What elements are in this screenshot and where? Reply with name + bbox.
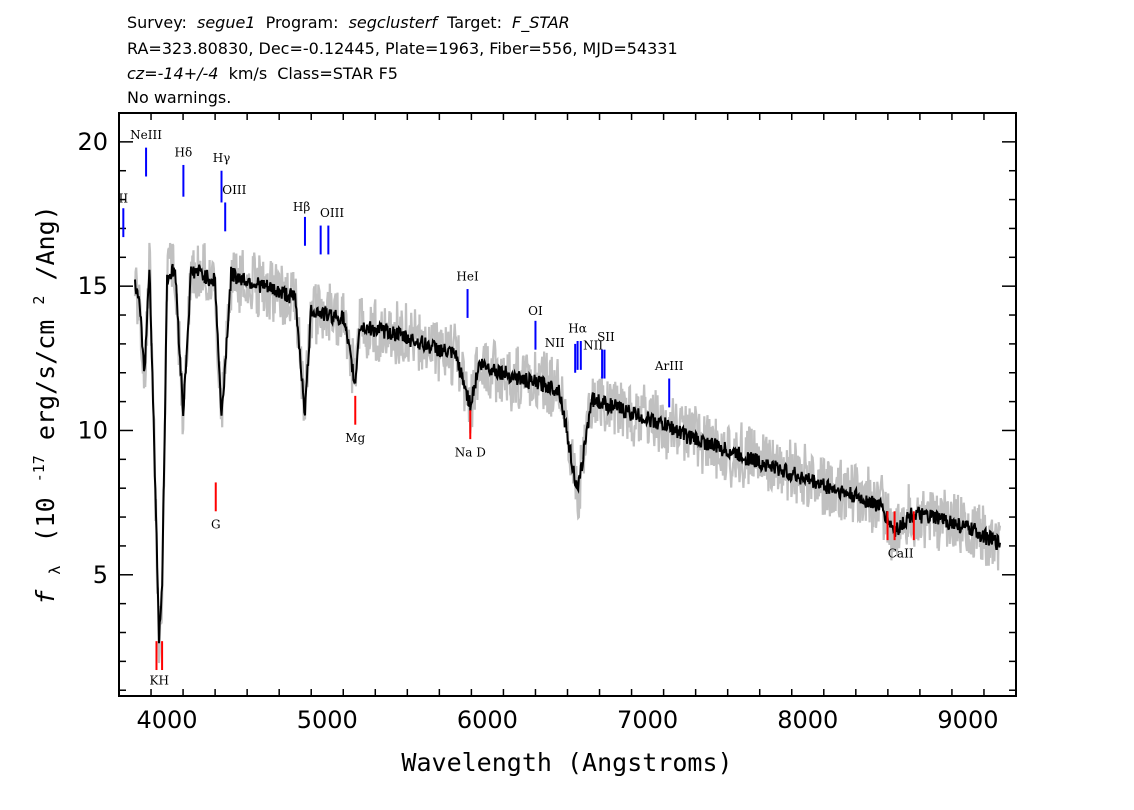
y-title-exp: -17 bbox=[30, 455, 48, 482]
target-value: F_STAR bbox=[512, 13, 570, 33]
spectral-line-label: ArIII bbox=[654, 359, 684, 373]
spectral-line-label: CaII bbox=[888, 546, 914, 560]
header-line-2: RA=323.80830, Dec=-0.12445, Plate=1963, … bbox=[127, 39, 678, 58]
y-title-pre: (10 bbox=[31, 497, 60, 542]
x-tick-labels: 4000 5000 6000 7000 8000 9000 bbox=[137, 706, 999, 734]
y-tick-label: 20 bbox=[77, 128, 108, 156]
spectral-line-label: Hα bbox=[568, 321, 587, 335]
absorption-line-markers bbox=[155, 395, 915, 671]
redshift-unit: km/s bbox=[229, 64, 268, 83]
x-tick-label: 9000 bbox=[937, 706, 998, 734]
plot-frame bbox=[118, 112, 1017, 697]
class-value: Class=STAR F5 bbox=[277, 64, 398, 83]
spectral-line-label: OI bbox=[528, 304, 543, 318]
spectral-line-label: SII bbox=[597, 330, 615, 344]
x-tick-label: 4000 bbox=[137, 706, 198, 734]
survey-value: segue1 bbox=[197, 13, 256, 32]
spectral-line-label: Hβ bbox=[293, 200, 310, 214]
header-line-3: cz=-14+/-4 km/s Class=STAR F5 bbox=[127, 64, 398, 83]
spectral-line-label: Hγ bbox=[213, 151, 231, 165]
spectral-line-label: OIII bbox=[320, 206, 344, 220]
emission-line-markers bbox=[122, 147, 671, 408]
spectral-line-label: NeIII bbox=[130, 128, 162, 142]
spectral-line-label: Mg bbox=[345, 431, 365, 445]
y-title-exp2: 2 bbox=[30, 296, 48, 305]
x-tick-label: 8000 bbox=[777, 706, 838, 734]
target-key: Target: bbox=[446, 13, 502, 32]
spectral-line-label: OIII bbox=[222, 183, 246, 197]
x-axis-title: Wavelength (Angstroms) bbox=[401, 748, 732, 777]
header-line-4: No warnings. bbox=[127, 88, 231, 107]
survey-key: Survey: bbox=[127, 13, 187, 32]
flux-series bbox=[134, 263, 1001, 644]
program-value: segclusterf bbox=[349, 13, 440, 32]
spectral-line-label: II bbox=[119, 191, 129, 205]
spectral-line-label: NII bbox=[583, 339, 603, 353]
error-band-path bbox=[133, 242, 1002, 664]
spectral-line-label: KH bbox=[149, 673, 168, 687]
error-band bbox=[133, 242, 1002, 664]
x-tick-label: 6000 bbox=[457, 706, 518, 734]
axis-ticks bbox=[118, 112, 1017, 696]
flux-path bbox=[134, 263, 1001, 644]
spectrum-header: Survey: segue1 Program: segclusterf Targ… bbox=[127, 13, 678, 107]
x-tick-label: 7000 bbox=[617, 706, 678, 734]
spectral-line-label: Na D bbox=[455, 445, 486, 459]
spectral-line-label: HeI bbox=[456, 269, 479, 283]
redshift-value: cz=-14+/-4 bbox=[127, 64, 218, 83]
y-title-symbol: f bbox=[31, 589, 60, 605]
y-tick-label: 5 bbox=[93, 561, 108, 589]
y-title-sub: λ bbox=[46, 566, 64, 575]
x-tick-label: 5000 bbox=[297, 706, 358, 734]
y-title-post: /Ang) bbox=[31, 205, 60, 280]
y-tick-label: 10 bbox=[77, 416, 108, 444]
spectral-line-label: Hδ bbox=[175, 145, 193, 159]
y-tick-label: 15 bbox=[77, 272, 108, 300]
y-title-mid: erg/s/cm bbox=[31, 320, 60, 440]
spectral-line-label: NII bbox=[545, 336, 565, 350]
y-axis-title: f λ (10 -17 erg/s/cm 2 /Ang) bbox=[21, 205, 66, 604]
spectral-line-label: G bbox=[211, 518, 221, 532]
program-key: Program: bbox=[266, 13, 339, 32]
y-tick-labels: 5 10 15 20 bbox=[77, 128, 108, 589]
header-line-1: Survey: segue1 Program: segclusterf Targ… bbox=[127, 13, 570, 33]
